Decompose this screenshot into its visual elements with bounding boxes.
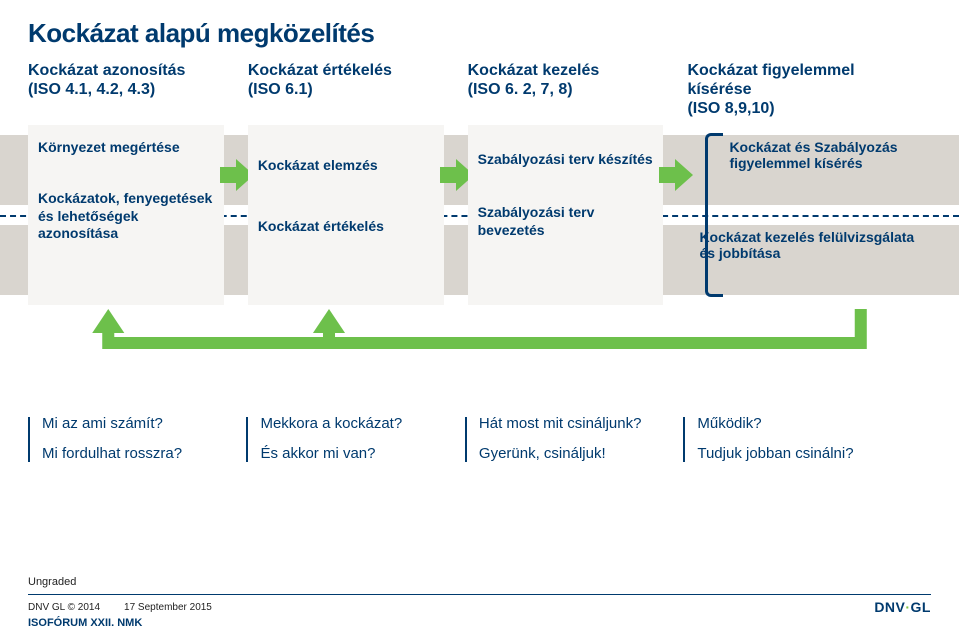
question-col-1: Mi az ami számít? Mi fordulhat rosszra? (28, 415, 246, 465)
process-col-4: Kockázat és Szabályozás figyelemmel kísé… (687, 125, 931, 305)
process-row2: Kockázat kezelés felülvizsgálata és jobb… (699, 229, 927, 263)
logo-suffix: GL (911, 599, 931, 615)
process-row2: Szabályozási terv bevezetés (478, 204, 654, 239)
process-row1: Környezet megértése (38, 139, 214, 157)
feedback-arrow-wrap (28, 309, 931, 379)
process-columns: Környezet megértése Kockázatok, fenyeget… (28, 125, 931, 305)
header-col-4: Kockázat figyelemmel kísérése (ISO 8,9,1… (687, 61, 931, 119)
logo-main: DNV (874, 599, 905, 615)
process-row1: Szabályozási terv készítés (478, 151, 654, 169)
slide: Kockázat alapú megközelítés Kockázat azo… (0, 0, 959, 637)
process-col-2: Kockázat elemzés Kockázat értékelés (248, 125, 468, 305)
header-label: Kockázat kezelés (468, 61, 680, 80)
process-col-3: Szabályozási terv készítés Szabályozási … (468, 125, 688, 305)
question-col-2: Mekkora a kockázat? És akkor mi van? (246, 415, 464, 465)
footer-copyright: DNV GL © 2014 (28, 602, 100, 613)
process-box: Kockázat elemzés Kockázat értékelés (248, 125, 444, 305)
question-1: Hát most mit csináljunk? (479, 415, 673, 434)
bracket-icon (705, 133, 723, 297)
question-1: Mekkora a kockázat? (260, 415, 454, 434)
question-2: Gyerünk, csináljuk! (479, 445, 673, 464)
dnv-gl-logo: DNV·GL (874, 599, 931, 615)
footer-row: DNV GL © 2014 17 September 2015 DNV·GL (28, 599, 931, 615)
column-headers: Kockázat azonosítás (ISO 4.1, 4.2, 4.3) … (28, 61, 931, 119)
footer-date: 17 September 2015 (124, 602, 212, 613)
slide-title: Kockázat alapú megközelítés (28, 18, 931, 49)
question-1: Működik? (697, 415, 921, 434)
process-row1: Kockázat elemzés (258, 157, 434, 175)
process-bands: Környezet megértése Kockázatok, fenyeget… (28, 125, 931, 305)
header-col-1: Kockázat azonosítás (ISO 4.1, 4.2, 4.3) (28, 61, 248, 99)
question-2: Tudjuk jobban csinálni? (697, 445, 921, 464)
header-label: Kockázat azonosítás (28, 61, 240, 80)
header-sub: (ISO 6.1) (248, 80, 460, 99)
process-box: Környezet megértése Kockázatok, fenyeget… (28, 125, 224, 305)
slide-footer: Ungraded DNV GL © 2014 17 September 2015… (28, 576, 931, 629)
header-col-2: Kockázat értékelés (ISO 6.1) (248, 61, 468, 99)
header-label: Kockázat értékelés (248, 61, 460, 80)
footer-divider (28, 594, 931, 595)
header-sub: (ISO 8,9,10) (687, 99, 931, 118)
question-col-3: Hát most mit csináljunk? Gyerünk, csinál… (465, 415, 683, 465)
header-sub: (ISO 6. 2, 7, 8) (468, 80, 680, 99)
process-row1: Kockázat és Szabályozás figyelemmel kísé… (729, 139, 931, 173)
header-label: Kockázat figyelemmel (687, 61, 931, 80)
question-col-4: Működik? Tudjuk jobban csinálni? (683, 415, 931, 465)
process-col-1: Környezet megértése Kockázatok, fenyeget… (28, 125, 248, 305)
footer-ungraded: Ungraded (28, 576, 931, 588)
process-row2: Kockázat értékelés (258, 218, 434, 236)
question-2: Mi fordulhat rosszra? (42, 445, 236, 464)
footer-iso: ISOFÓRUM XXII. NMK (28, 617, 931, 629)
questions-row: Mi az ami számít? Mi fordulhat rosszra? … (28, 415, 931, 465)
question-1: Mi az ami számít? (42, 415, 236, 434)
question-2: És akkor mi van? (260, 445, 454, 464)
feedback-arrow-icon (28, 309, 931, 379)
process-row2: Kockázatok, fenyegetések és lehetőségek … (38, 190, 214, 243)
header-sub: kísérése (687, 80, 931, 99)
process-box: Szabályozási terv készítés Szabályozási … (468, 125, 664, 305)
header-sub: (ISO 4.1, 4.2, 4.3) (28, 80, 240, 99)
header-col-3: Kockázat kezelés (ISO 6. 2, 7, 8) (468, 61, 688, 99)
